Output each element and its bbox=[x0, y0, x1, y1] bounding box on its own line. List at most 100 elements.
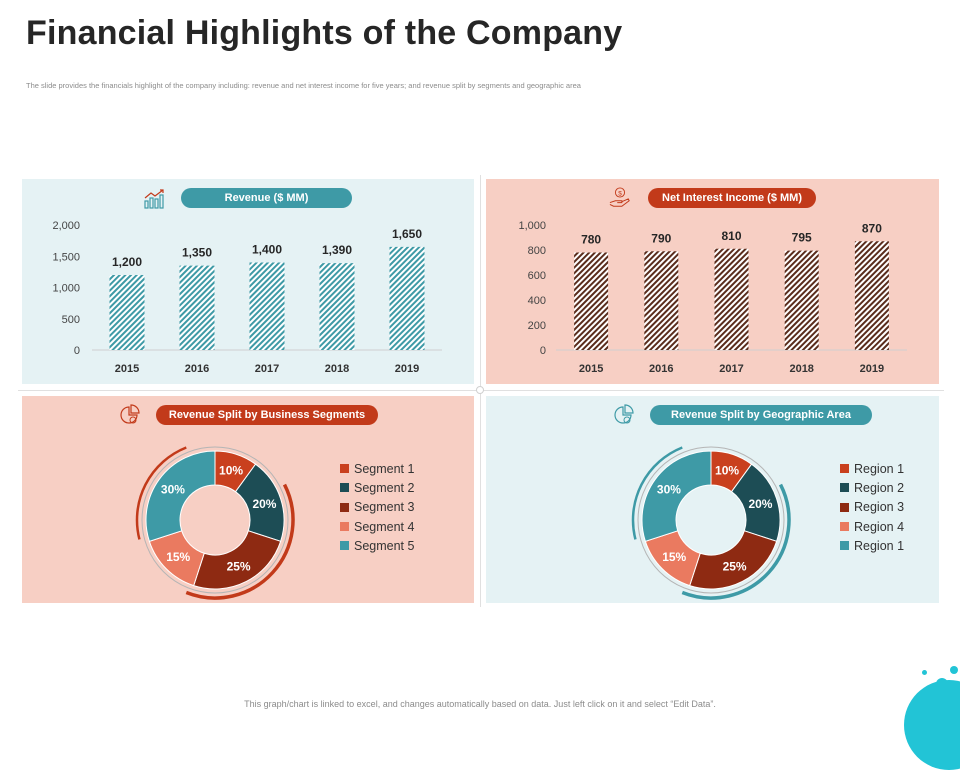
revenue-panel: Revenue ($ MM) 0 500 1,000 1,500 2,000 1,200 2… bbox=[22, 179, 474, 384]
x-tick-label: 2015 bbox=[115, 363, 139, 375]
bar-value-label: 1,200 bbox=[112, 255, 142, 269]
bar-2019 bbox=[389, 246, 425, 350]
slice-value-label: 30% bbox=[657, 482, 681, 496]
slice-value-label: 10% bbox=[219, 464, 243, 478]
legend-item: Segment 1 bbox=[340, 459, 414, 478]
slice-value-label: 25% bbox=[227, 559, 251, 573]
bar-2019 bbox=[854, 241, 889, 350]
legend-label: Segment 3 bbox=[354, 500, 415, 515]
legend-label: Segment 1 bbox=[354, 461, 415, 476]
bar-2018 bbox=[784, 250, 819, 350]
y-tick-label: 500 bbox=[62, 314, 80, 326]
bar-value-label: 1,350 bbox=[182, 246, 212, 260]
legend-swatch bbox=[340, 502, 349, 512]
donut-slice-5 bbox=[145, 450, 216, 542]
y-tick-label: 800 bbox=[528, 245, 546, 257]
page-subtitle: The slide provides the financials highli… bbox=[26, 81, 581, 90]
x-tick-label: 2019 bbox=[860, 363, 884, 375]
legend-item: Region 3 bbox=[840, 498, 904, 517]
legend-label: Segment 4 bbox=[354, 519, 415, 534]
slice-value-label: 15% bbox=[166, 550, 190, 564]
hand-dollar-coin-icon: $ bbox=[609, 187, 630, 207]
donut-outline-ring bbox=[141, 446, 289, 594]
y-tick-label: 2,000 bbox=[52, 220, 80, 232]
footer-note: This graph/chart is linked to excel, and… bbox=[244, 699, 716, 709]
legend-label: Region 3 bbox=[854, 500, 905, 515]
y-tick-label: 0 bbox=[540, 345, 546, 357]
legend-swatch bbox=[340, 464, 349, 474]
svg-text:$: $ bbox=[618, 190, 622, 197]
legend-label: Segment 5 bbox=[354, 538, 415, 553]
bar-value-label: 810 bbox=[721, 229, 741, 243]
bar-value-label: 1,390 bbox=[322, 243, 352, 257]
donut-decorative-arc bbox=[185, 483, 295, 600]
revenue-bar-chart: 0 500 1,000 1,500 2,000 1,200 2015 1,350 2016 1,4… bbox=[52, 220, 442, 375]
legend-item: Region 2 bbox=[840, 478, 904, 497]
y-tick-label: 1,500 bbox=[52, 251, 80, 263]
y-tick-label: 600 bbox=[528, 270, 546, 282]
bar-value-label: 1,400 bbox=[252, 243, 282, 257]
legend-item: Segment 2 bbox=[340, 478, 414, 497]
y-tick-label: 400 bbox=[528, 295, 546, 307]
net-interest-income-panel: $ Net Interest Income ($ MM) 0 200 400 600 8… bbox=[486, 179, 939, 384]
donut-decorative-arc bbox=[135, 446, 187, 540]
x-tick-label: 2017 bbox=[719, 363, 743, 375]
legend-swatch bbox=[840, 464, 849, 474]
business-segments-panel: Revenue Split by Business Segments 10% 20… bbox=[22, 396, 474, 603]
legend-item: Segment 4 bbox=[340, 517, 414, 536]
bar-value-label: 795 bbox=[792, 231, 812, 245]
corner-decoration bbox=[904, 680, 960, 770]
pie-chart-icon bbox=[614, 404, 634, 424]
legend-swatch bbox=[340, 541, 349, 551]
x-tick-label: 2018 bbox=[789, 363, 813, 375]
legend-item: Segment 5 bbox=[340, 536, 414, 555]
legend-item: Region 1 bbox=[840, 536, 904, 555]
bar-2018 bbox=[319, 263, 355, 350]
x-tick-label: 2015 bbox=[579, 363, 603, 375]
y-tick-label: 1,000 bbox=[518, 220, 546, 232]
legend-label: Segment 2 bbox=[354, 480, 415, 495]
x-tick-label: 2018 bbox=[325, 363, 349, 375]
segments-title-pill: Revenue Split by Business Segments bbox=[156, 405, 378, 425]
x-tick-label: 2016 bbox=[649, 363, 673, 375]
legend-item: Region 4 bbox=[840, 517, 904, 536]
segments-donut-chart: 10% 20% 25% 15% 30% bbox=[135, 446, 295, 600]
bar-2016 bbox=[179, 265, 215, 350]
slice-value-label: 10% bbox=[715, 464, 739, 478]
legend-item: Segment 3 bbox=[340, 498, 414, 517]
y-tick-label: 0 bbox=[74, 345, 80, 357]
net-interest-income-bar-chart: 0 200 400 600 800 1,000 780 2015 790 2016 810 2017 7… bbox=[518, 220, 907, 375]
geographic-title-pill: Revenue Split by Geographic Area bbox=[650, 405, 872, 425]
x-tick-label: 2017 bbox=[255, 363, 279, 375]
legend-swatch bbox=[840, 483, 849, 493]
bar-2016 bbox=[644, 251, 679, 350]
x-tick-label: 2019 bbox=[395, 363, 419, 375]
legend-label: Region 4 bbox=[854, 519, 905, 534]
legend-swatch bbox=[840, 522, 849, 532]
segments-legend: Segment 1 Segment 2 Segment 3 Segment 4 Segm… bbox=[340, 459, 414, 555]
decorative-bubble bbox=[936, 678, 948, 690]
pie-chart-icon bbox=[120, 404, 140, 424]
slice-value-label: 15% bbox=[662, 550, 686, 564]
bar-2015 bbox=[574, 252, 609, 350]
slice-value-label: 20% bbox=[252, 497, 276, 511]
geographic-legend: Region 1 Region 2 Region 3 Region 4 Region 1 bbox=[840, 459, 904, 555]
bar-value-label: 780 bbox=[581, 233, 601, 247]
legend-label: Region 2 bbox=[854, 480, 905, 495]
y-tick-label: 1,000 bbox=[52, 283, 80, 295]
x-tick-label: 2016 bbox=[185, 363, 209, 375]
legend-item: Region 1 bbox=[840, 459, 904, 478]
legend-swatch bbox=[840, 541, 849, 551]
donut-decorative-arc bbox=[631, 446, 683, 540]
donut-slice-5 bbox=[641, 450, 712, 542]
legend-swatch bbox=[340, 522, 349, 532]
bar-value-label: 790 bbox=[651, 231, 671, 245]
geographic-area-panel: Revenue Split by Geographic Area 10% 20% 2… bbox=[486, 396, 939, 603]
legend-swatch bbox=[840, 502, 849, 512]
bar-value-label: 1,650 bbox=[392, 227, 422, 241]
decorative-bubble bbox=[950, 666, 958, 674]
legend-swatch bbox=[340, 483, 349, 493]
slice-value-label: 30% bbox=[161, 482, 185, 496]
geographic-donut-chart: 10% 20% 25% 15% 30% bbox=[631, 446, 791, 600]
bar-chart-growth-icon bbox=[144, 189, 164, 209]
